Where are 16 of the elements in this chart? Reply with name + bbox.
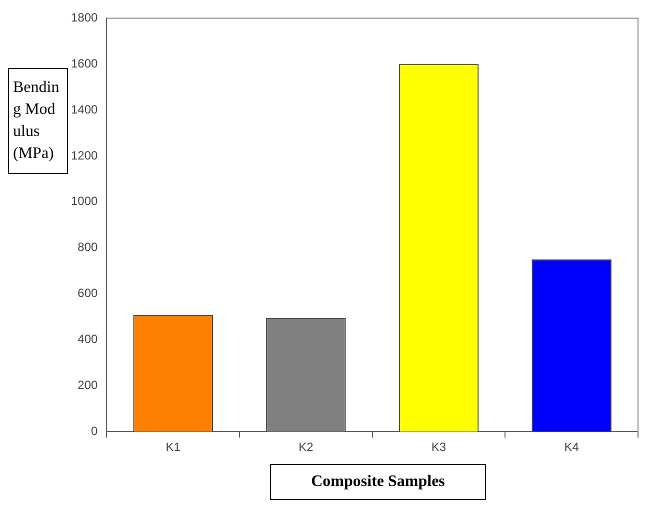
y-axis-title: Bending Modulus (MPa) — [8, 68, 68, 174]
y-tick-label: 400 — [78, 332, 98, 346]
y-tick-label: 1000 — [70, 194, 98, 208]
x-tick-label: K3 — [431, 440, 446, 454]
x-tick-label: K2 — [298, 440, 314, 454]
y-tick-label: 1800 — [70, 10, 98, 25]
y-tick-label: 0 — [91, 424, 98, 438]
y-tick-label: 200 — [78, 378, 98, 392]
x-axis-title: Composite Samples — [270, 464, 486, 500]
y-tick-label: 600 — [78, 286, 98, 300]
y-tick-label: 1400 — [70, 102, 98, 116]
x-tick-label: K1 — [166, 440, 181, 454]
y-tick-label: 1600 — [70, 56, 98, 70]
y-tick-label: 800 — [78, 240, 98, 254]
x-tick-label: K4 — [564, 440, 580, 454]
y-tick-label: 1200 — [70, 148, 98, 162]
